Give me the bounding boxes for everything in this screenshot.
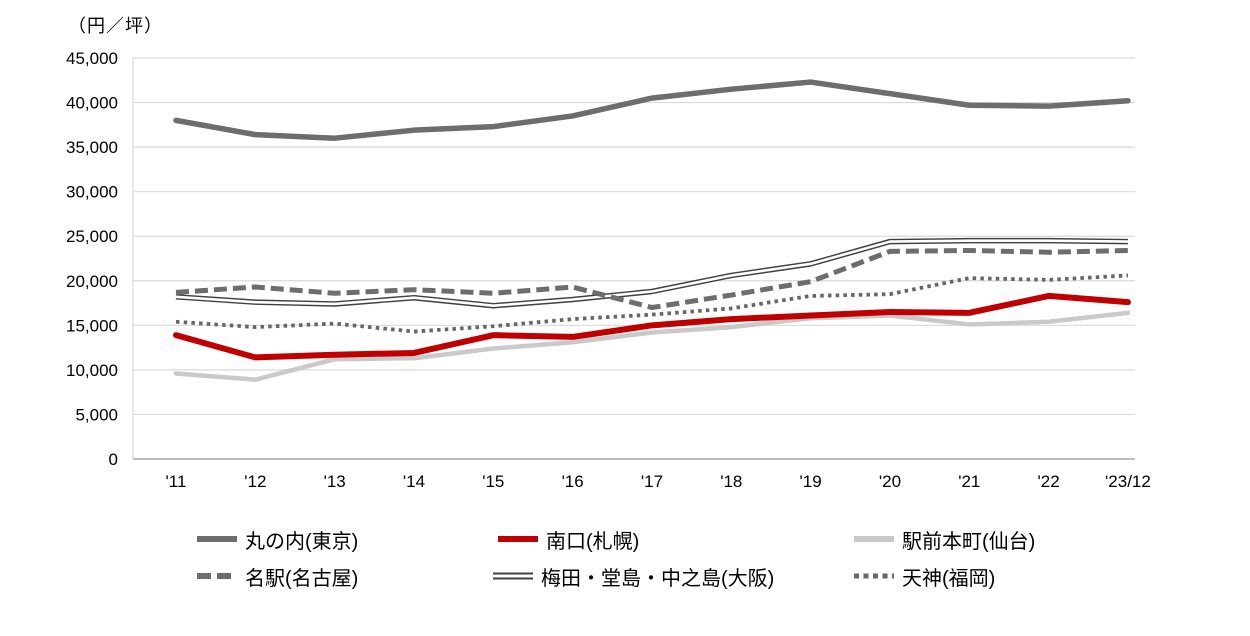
legend-item-tenjin-fukuoka: 天神(福岡) [853, 563, 996, 590]
x-tick-label: '22 [1038, 472, 1060, 491]
y-axis-unit-label: （円／坪） [68, 16, 163, 36]
y-tick-label: 30,000 [66, 183, 118, 202]
x-tick-label: '18 [720, 472, 742, 491]
x-tick-label: '16 [562, 472, 584, 491]
x-tick-label: '17 [641, 472, 663, 491]
legend-label: 梅田・堂島・中之島(大阪) [541, 567, 775, 590]
legend-item-meieki-nagoya: 名駅(名古屋) [196, 563, 359, 590]
x-tick-label: '21 [958, 472, 980, 491]
x-tick-label: '20 [879, 472, 901, 491]
legend-item-minamiguchi-sapporo: 南口(札幌) [497, 526, 640, 553]
x-tick-label: '23/12 [1105, 472, 1151, 491]
x-tick-label: '15 [482, 472, 504, 491]
y-tick-label: 20,000 [66, 272, 118, 291]
legend-label: 南口(札幌) [546, 530, 640, 553]
legend-marker-solid-lightgray [854, 536, 894, 542]
legend-label: 名駅(名古屋) [245, 567, 359, 590]
y-tick-label: 25,000 [66, 227, 118, 246]
x-tick-label: '13 [324, 472, 346, 491]
legend-marker-dashed [197, 573, 237, 579]
legend-item-umeda-dojima-nakanoshima-osaka: 梅田・堂島・中之島(大阪) [492, 563, 775, 590]
y-tick-label: 10,000 [66, 361, 118, 380]
legend-marker-solid-darkgray [197, 536, 237, 542]
legend-label: 天神(福岡) [902, 567, 996, 590]
series-line-4-inner [175, 239, 1128, 308]
series-line-3 [175, 247, 1129, 311]
y-tick-label: 5,000 [75, 405, 118, 424]
legend-marker-dotted [854, 573, 894, 579]
legend-label: 丸の内(東京) [245, 530, 359, 553]
x-tick-label: '19 [800, 472, 822, 491]
x-tick-label: '14 [403, 472, 425, 491]
y-tick-label: 35,000 [66, 138, 118, 157]
legend-item-marunouchi-tokyo: 丸の内(東京) [196, 526, 359, 553]
line-chart-plot: 0 5,000 10,000 15,000 20,000 25,000 30,000 35,0… [66, 49, 1151, 491]
y-tick-label: 0 [109, 450, 118, 469]
legend-marker-solid-red [498, 536, 538, 542]
series-line-1 [173, 292, 1131, 361]
y-tick-label: 40,000 [66, 94, 118, 113]
x-tick-label: '11 [166, 472, 187, 491]
legend-label: 駅前本町(仙台) [902, 530, 1036, 553]
series-line-2 [173, 310, 1131, 382]
series-line-0 [173, 79, 1131, 141]
legend-item-ekimae-honcho-sendai: 駅前本町(仙台) [853, 526, 1036, 553]
y-tick-label: 15,000 [66, 316, 118, 335]
y-tick-label: 45,000 [66, 49, 118, 68]
legend-marker-double-line [493, 572, 533, 580]
x-tick-label: '12 [244, 472, 266, 491]
